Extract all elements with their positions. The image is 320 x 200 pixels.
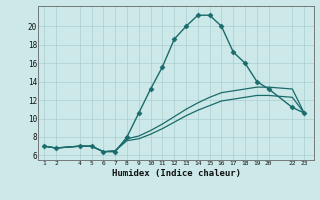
X-axis label: Humidex (Indice chaleur): Humidex (Indice chaleur) xyxy=(111,169,241,178)
